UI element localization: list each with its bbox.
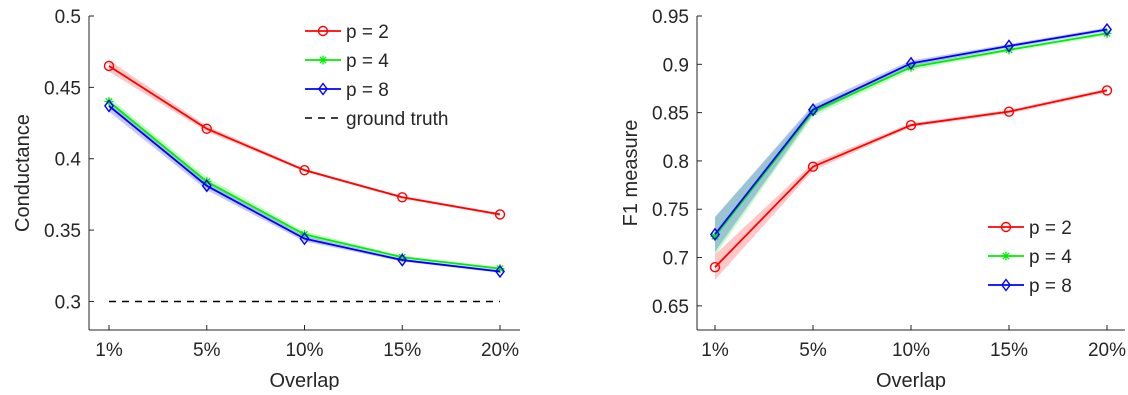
y-tick-label: 0.65 xyxy=(652,297,689,318)
legend-label: p = 4 xyxy=(1029,247,1072,268)
x-tick-label: 10% xyxy=(285,340,323,361)
legend-label: p = 4 xyxy=(346,51,389,72)
y-tick-label: 0.5 xyxy=(55,7,81,28)
y-tick-label: 0.8 xyxy=(663,152,689,173)
legend-marker xyxy=(318,82,328,96)
legend-marker xyxy=(1001,278,1011,292)
y-tick-label: 0.95 xyxy=(652,7,689,28)
data-point xyxy=(710,231,720,241)
y-tick-label: 0.4 xyxy=(55,150,82,171)
data-point xyxy=(397,192,408,203)
data-point xyxy=(807,161,819,172)
data-point xyxy=(906,62,916,72)
data-point xyxy=(808,107,818,117)
data-point xyxy=(1003,106,1015,117)
series-confidence-band xyxy=(715,88,1107,280)
x-tick-label: 5% xyxy=(799,340,827,361)
data-point xyxy=(1004,39,1014,53)
legend-label: p = 8 xyxy=(346,80,389,101)
x-tick-label: 15% xyxy=(383,340,421,361)
x-axis-label: Overlap xyxy=(269,370,339,390)
series-line xyxy=(714,28,1108,235)
data-point xyxy=(299,164,310,176)
series-line xyxy=(108,105,501,273)
x-tick-label: 10% xyxy=(892,340,930,361)
y-tick-label: 0.35 xyxy=(44,221,81,242)
data-point xyxy=(201,123,212,134)
legend-marker xyxy=(317,25,329,37)
data-point xyxy=(104,97,114,107)
x-tick-label: 20% xyxy=(481,340,519,361)
data-point xyxy=(808,103,818,117)
series-confidence-band xyxy=(109,60,500,216)
data-point xyxy=(201,179,212,193)
conductance-chart: 0.3 0.35 0.4 0.45 0.5 1% 5% 10% 15% 20% Overlap Con… xyxy=(12,7,520,392)
data-point xyxy=(1102,22,1112,37)
x-tick-label: 1% xyxy=(95,340,123,361)
data-point xyxy=(397,252,407,262)
x-axis-label: Overlap xyxy=(876,370,946,390)
series-line xyxy=(714,89,1108,268)
legend-marker xyxy=(318,55,328,65)
data-point xyxy=(1102,28,1112,38)
data-point xyxy=(397,253,408,267)
y-tick-label: 0.45 xyxy=(44,78,81,99)
f1-measure-chart: 0.65 0.7 0.75 0.8 0.85 0.9 0.95 1% 5% 10% 15% 20% Ov… xyxy=(620,7,1126,392)
y-tick-label: 0.85 xyxy=(652,104,689,125)
data-point xyxy=(202,177,212,187)
legend-label: p = 2 xyxy=(346,22,389,43)
data-point xyxy=(495,264,505,274)
data-point xyxy=(1101,85,1113,96)
y-tick-label: 0.9 xyxy=(663,55,689,76)
x-tick-label: 20% xyxy=(1088,340,1126,361)
data-point xyxy=(905,119,917,131)
series-confidence-band xyxy=(715,31,1107,256)
y-tick-label: 0.75 xyxy=(652,200,689,221)
x-tick-label: 5% xyxy=(193,340,221,361)
legend: p = 2 p = 4 p = 8 ground truth xyxy=(305,22,448,130)
x-tick-label: 15% xyxy=(990,340,1028,361)
data-point xyxy=(300,229,309,239)
y-tick-label: 0.3 xyxy=(55,292,81,313)
data-point xyxy=(104,99,114,113)
legend-label: p = 2 xyxy=(1029,218,1072,239)
data-point xyxy=(709,262,721,273)
data-point xyxy=(103,60,115,72)
legend-label: p = 8 xyxy=(1029,276,1072,297)
x-tick-label: 1% xyxy=(701,340,729,361)
data-point xyxy=(710,227,720,242)
legend-marker xyxy=(1000,221,1012,233)
legend: p = 2 p = 4 p = 8 xyxy=(988,218,1072,297)
data-point xyxy=(906,56,916,71)
y-tick-label: 0.7 xyxy=(663,249,689,270)
y-axis-label: Conductance xyxy=(12,114,34,232)
data-point xyxy=(1004,45,1014,55)
legend-marker xyxy=(1001,251,1011,261)
legend-label: ground truth xyxy=(346,109,448,130)
data-point xyxy=(494,209,506,220)
y-axis-label: F1 measure xyxy=(620,120,642,227)
data-point xyxy=(299,231,310,246)
series-confidence-band xyxy=(715,27,1107,252)
series-line xyxy=(108,65,501,216)
data-point xyxy=(495,264,505,279)
